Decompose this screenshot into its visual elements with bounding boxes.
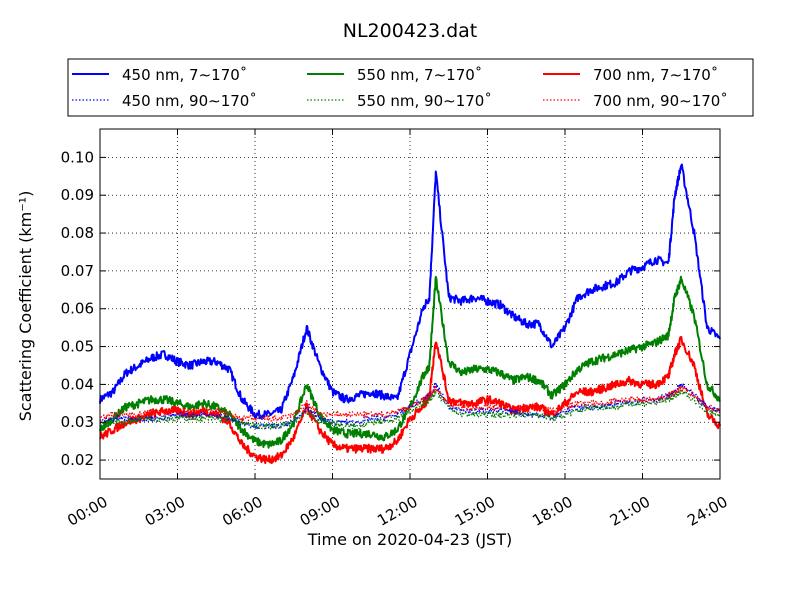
x-tick-label: 03:00 bbox=[142, 493, 188, 530]
y-tick-label: 0.02 bbox=[61, 451, 94, 469]
ticks: 00:00 03:00 06:00 09:00 12:00 15:00 18:00 21:00… bbox=[61, 129, 731, 530]
series-line bbox=[99, 163, 721, 420]
series-layer bbox=[99, 163, 721, 465]
x-tick-label: 09:00 bbox=[297, 493, 343, 530]
series-line bbox=[99, 335, 721, 465]
series-line bbox=[99, 275, 721, 449]
x-tick-label: 00:00 bbox=[64, 493, 110, 530]
grid bbox=[100, 129, 720, 479]
y-tick-label: 0.07 bbox=[61, 262, 94, 280]
y-tick-label: 0.05 bbox=[61, 338, 94, 356]
chart-title: NL200423.dat bbox=[343, 20, 478, 42]
legend-label: 450 nm, 90∼170˚ bbox=[122, 92, 257, 110]
x-tick-label: 12:00 bbox=[374, 493, 420, 530]
legend: 450 nm, 7∼170˚ 550 nm, 7∼170˚ 700 nm, 7∼17… bbox=[67, 58, 754, 117]
legend-label: 700 nm, 90∼170˚ bbox=[593, 92, 728, 110]
legend-frame bbox=[67, 58, 754, 117]
x-tick-label: 18:00 bbox=[529, 493, 575, 530]
x-tick-label: 24:00 bbox=[684, 493, 730, 530]
legend-label: 550 nm, 90∼170˚ bbox=[357, 92, 492, 110]
y-axis-label: Scattering Coefficient (km⁻¹) bbox=[16, 191, 35, 422]
series-line bbox=[99, 388, 721, 430]
x-axis-label: Time on 2020-04-23 (JST) bbox=[307, 530, 512, 549]
legend-label: 450 nm, 7∼170˚ bbox=[122, 66, 247, 84]
y-tick-label: 0.08 bbox=[61, 224, 94, 242]
series-line bbox=[99, 384, 721, 422]
y-tick-label: 0.03 bbox=[61, 413, 94, 431]
y-tick-label: 0.06 bbox=[61, 300, 94, 318]
x-tick-label: 06:00 bbox=[219, 493, 265, 530]
y-tick-label: 0.10 bbox=[61, 148, 94, 166]
y-tick-label: 0.04 bbox=[61, 375, 94, 393]
y-tick-label: 0.09 bbox=[61, 186, 94, 204]
legend-label: 550 nm, 7∼170˚ bbox=[357, 66, 482, 84]
legend-label: 700 nm, 7∼170˚ bbox=[593, 66, 718, 84]
x-tick-label: 21:00 bbox=[607, 493, 653, 530]
x-tick-label: 15:00 bbox=[452, 493, 498, 530]
